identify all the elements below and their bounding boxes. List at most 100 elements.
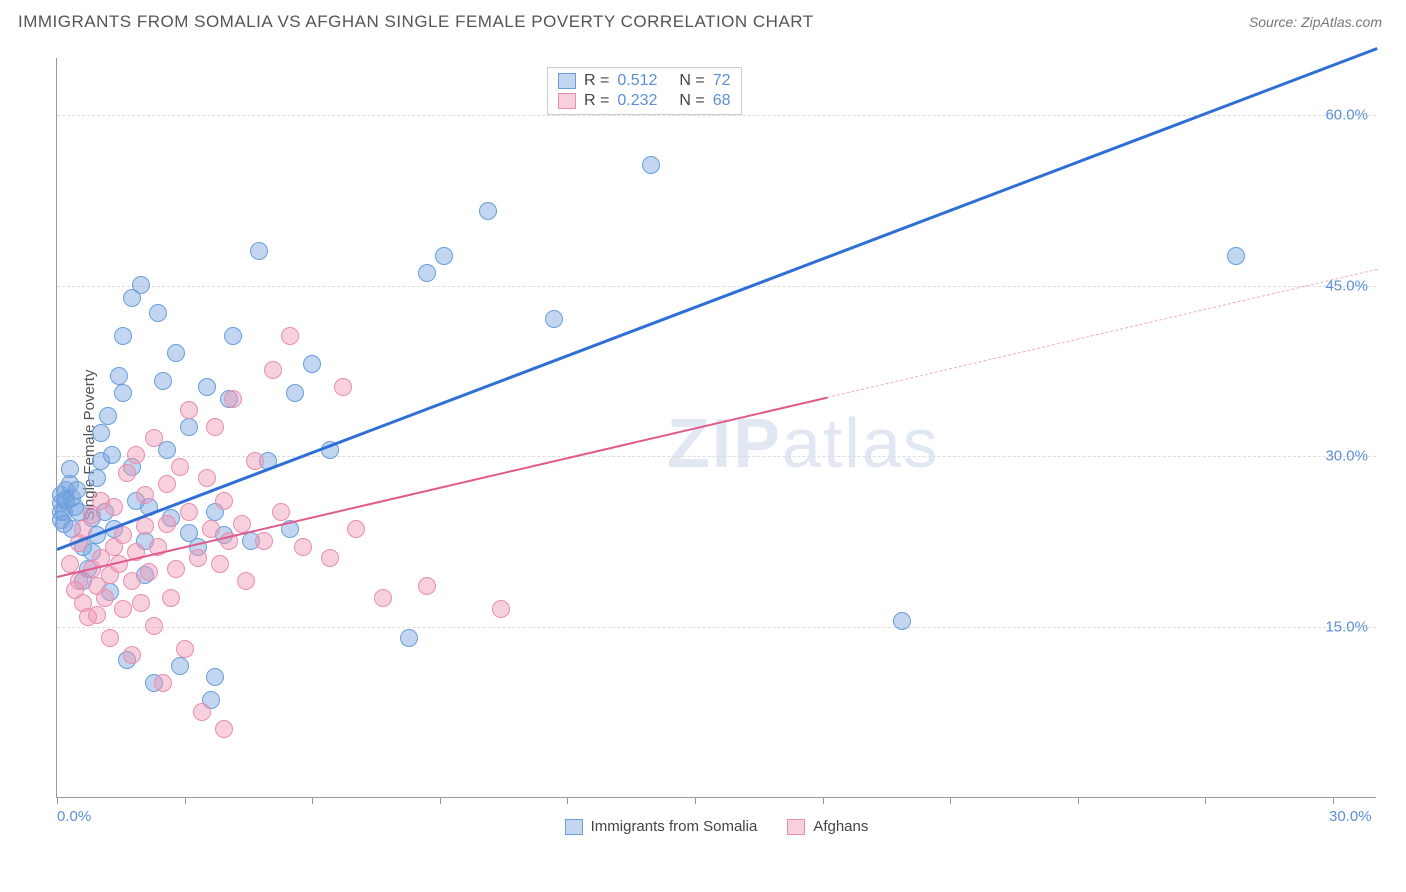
point-somalia	[893, 612, 911, 630]
y-tick-label: 30.0%	[1325, 448, 1368, 465]
point-somalia	[286, 384, 304, 402]
x-tick	[1205, 797, 1206, 804]
point-afghan	[118, 464, 136, 482]
point-afghan	[189, 549, 207, 567]
point-somalia	[114, 384, 132, 402]
r-label: R =	[584, 92, 609, 110]
point-afghan	[145, 617, 163, 635]
point-afghan	[88, 606, 106, 624]
point-afghan	[206, 418, 224, 436]
point-somalia	[400, 629, 418, 647]
point-somalia	[418, 264, 436, 282]
bottom-legend: Immigrants from Somalia Afghans	[57, 818, 1376, 835]
legend-label: Afghans	[813, 818, 868, 835]
x-tick	[950, 797, 951, 804]
r-value: 0.232	[617, 92, 657, 110]
x-tick	[440, 797, 441, 804]
point-afghan	[215, 720, 233, 738]
y-tick-label: 60.0%	[1325, 106, 1368, 123]
point-afghan	[281, 327, 299, 345]
point-somalia	[206, 668, 224, 686]
point-afghan	[198, 469, 216, 487]
x-tick	[312, 797, 313, 804]
point-afghan	[180, 401, 198, 419]
point-afghan	[154, 674, 172, 692]
point-afghan	[167, 560, 185, 578]
point-afghan	[158, 515, 176, 533]
stats-row: R =0.512N =72	[558, 72, 731, 90]
source-label: Source:	[1249, 14, 1297, 30]
r-label: R =	[584, 72, 609, 90]
watermark-rest: atlas	[782, 404, 940, 482]
legend-swatch	[565, 819, 583, 835]
x-tick	[823, 797, 824, 804]
point-somalia	[68, 481, 86, 499]
point-afghan	[101, 629, 119, 647]
point-afghan	[347, 520, 365, 538]
point-somalia	[224, 327, 242, 345]
point-afghan	[123, 572, 141, 590]
point-afghan	[176, 640, 194, 658]
chart-container: Single Female Poverty ZIPatlas 15.0%30.0…	[18, 50, 1388, 840]
point-somalia	[642, 156, 660, 174]
point-afghan	[140, 563, 158, 581]
point-somalia	[114, 327, 132, 345]
point-afghan	[180, 503, 198, 521]
legend-item: Immigrants from Somalia	[565, 818, 758, 835]
point-afghan	[374, 589, 392, 607]
point-somalia	[171, 657, 189, 675]
point-afghan	[132, 594, 150, 612]
source-attribution: Source: ZipAtlas.com	[1249, 14, 1382, 30]
point-somalia	[154, 372, 172, 390]
gridline-h	[57, 286, 1376, 287]
point-afghan	[61, 555, 79, 573]
x-tick	[185, 797, 186, 804]
chart-title: IMMIGRANTS FROM SOMALIA VS AFGHAN SINGLE…	[18, 12, 814, 32]
source-value: ZipAtlas.com	[1301, 14, 1382, 30]
point-afghan	[96, 589, 114, 607]
point-afghan	[136, 486, 154, 504]
x-tick	[57, 797, 58, 804]
x-tick	[1078, 797, 1079, 804]
point-somalia	[132, 276, 150, 294]
point-afghan	[255, 532, 273, 550]
scatter-plot-area: ZIPatlas 15.0%30.0%45.0%60.0%0.0%30.0%R …	[56, 58, 1376, 798]
point-somalia	[198, 378, 216, 396]
point-somalia	[303, 355, 321, 373]
point-afghan	[211, 555, 229, 573]
gridline-h	[57, 627, 1376, 628]
point-afghan	[202, 520, 220, 538]
point-somalia	[88, 469, 106, 487]
r-value: 0.512	[617, 72, 657, 90]
point-afghan	[114, 526, 132, 544]
gridline-h	[57, 115, 1376, 116]
legend-label: Immigrants from Somalia	[591, 818, 758, 835]
y-tick-label: 15.0%	[1325, 619, 1368, 636]
point-afghan	[123, 646, 141, 664]
point-somalia	[250, 242, 268, 260]
point-afghan	[272, 503, 290, 521]
point-somalia	[180, 418, 198, 436]
point-afghan	[334, 378, 352, 396]
legend-swatch	[558, 73, 576, 89]
point-somalia	[435, 247, 453, 265]
legend-item: Afghans	[787, 818, 868, 835]
legend-swatch	[558, 93, 576, 109]
watermark-bold: ZIP	[667, 404, 782, 482]
point-afghan	[145, 429, 163, 447]
point-somalia	[1227, 247, 1245, 265]
point-afghan	[114, 600, 132, 618]
regression-line	[57, 47, 1378, 551]
point-somalia	[479, 202, 497, 220]
point-afghan	[193, 703, 211, 721]
point-afghan	[418, 577, 436, 595]
point-somalia	[103, 446, 121, 464]
point-afghan	[105, 498, 123, 516]
point-afghan	[215, 492, 233, 510]
point-afghan	[233, 515, 251, 533]
regression-line-dashed	[827, 269, 1377, 398]
point-afghan	[171, 458, 189, 476]
point-somalia	[149, 304, 167, 322]
x-tick	[567, 797, 568, 804]
stats-legend-box: R =0.512N =72R =0.232N =68	[547, 67, 742, 115]
